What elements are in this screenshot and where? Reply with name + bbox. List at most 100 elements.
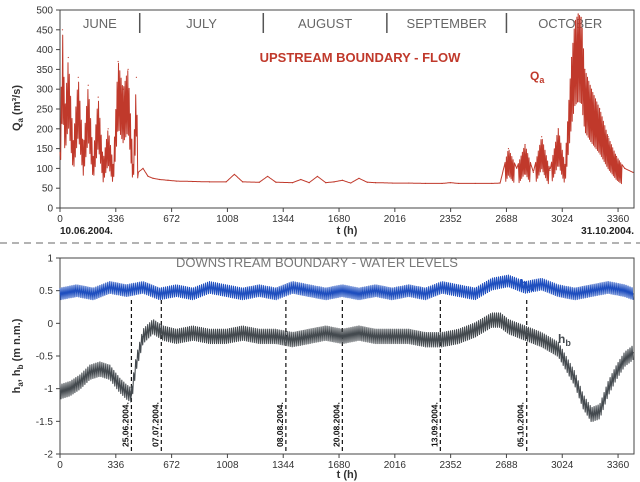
data-point [607,286,609,288]
data-point [599,410,601,413]
downstream-x-tick-label: 3360 [607,460,630,471]
data-point [580,17,583,19]
month-label: JUNE [83,16,117,31]
data-point [225,335,227,337]
event-date-label: 07.07.2004. [150,402,160,447]
data-point [564,163,566,166]
month-label: SEPTEMBER [407,16,487,31]
data-point [79,381,81,383]
data-point [607,388,609,390]
data-point [308,290,310,292]
data-point [441,339,443,341]
downstream-x-tick-label: 2016 [384,460,407,471]
downstream-x-tick-label: 336 [107,460,124,471]
upstream-y-tick-label: 400 [36,45,53,56]
downstream-x-tick-label: 1344 [272,460,295,471]
data-point [507,326,510,328]
data-point [92,155,94,158]
downstream-x-tick-label: 0 [57,460,63,471]
upstream-title: UPSTREAM BOUNDARY - FLOW [260,50,462,65]
data-point [92,293,94,295]
data-point [391,335,393,337]
data-point [77,76,79,78]
data-point [341,179,343,181]
upstream-y-tick-label: 250 [36,105,53,116]
upstream-x-tick-label: 1008 [216,214,239,225]
upstream-y-tick-label: 300 [36,85,53,96]
data-point [458,335,460,337]
series-line-q-a [59,13,633,185]
data-point [632,171,634,173]
data-point [632,293,634,295]
data-point [624,290,626,292]
downstream-y-tick-label: -0.5 [36,352,54,363]
data-point [424,182,426,185]
downstream-series [59,274,634,423]
data-point [358,332,360,334]
data-point [358,177,360,179]
data-point [137,171,139,173]
data-point [300,178,302,181]
data-point [599,108,601,110]
data-point [408,182,410,184]
data-point [624,167,626,169]
upstream-x-tick-label: 672 [163,214,180,225]
data-point [424,293,426,295]
downstream-y-ticks: -2 -1.5 -1 -0.5 0 0.5 1 [36,254,60,461]
data-point [242,293,244,295]
upstream-series [59,13,634,185]
data-point [242,181,244,183]
data-point [175,290,177,292]
upstream-y-tick-label: 150 [36,144,53,155]
upstream-x-tick-label: 0 [57,214,63,225]
data-point [557,348,559,351]
data-point [632,352,634,354]
downstream-y-tick-label: -1.5 [36,417,54,428]
data-point [152,177,154,179]
data-point [152,326,154,328]
downstream-y-tick-label: 1 [47,254,53,265]
end-date-label: 31.10.2004. [581,226,634,237]
data-point [499,182,501,184]
downstream-x-tick-label: 2688 [495,460,518,471]
data-point [325,293,327,295]
data-point [135,76,138,78]
data-point [325,332,327,334]
data-point [291,182,294,184]
data-point [408,335,410,337]
data-point [225,181,227,183]
data-point [109,286,111,288]
data-point [167,179,169,181]
data-point [192,180,194,183]
data-point [258,290,260,292]
event-date-label: 13.09.2004. [429,402,439,447]
downstream-x-tick-label: 1008 [216,460,239,471]
data-point [491,182,493,185]
data-point [72,140,74,142]
data-point [584,68,586,70]
data-point [130,394,133,396]
data-point [61,29,64,31]
data-point [491,319,493,321]
data-point [275,181,277,183]
data-point [291,286,294,288]
data-point [82,148,84,150]
downstream-y-tick-label: -2 [44,450,53,461]
data-point [125,391,128,393]
data-point [175,180,177,182]
upstream-x-tick-label: 2016 [384,214,407,225]
data-point [374,182,377,184]
data-point [615,155,617,158]
data-point [242,332,244,334]
data-point [208,181,211,183]
data-point [541,339,543,341]
start-date-label: 10.06.2004. [60,226,113,237]
event-date-label: 08.08.2004. [275,402,285,447]
data-point [574,21,576,23]
data-point [474,293,476,295]
data-point [577,13,579,15]
data-point [516,167,518,169]
data-point [374,290,377,292]
data-point [192,293,194,295]
